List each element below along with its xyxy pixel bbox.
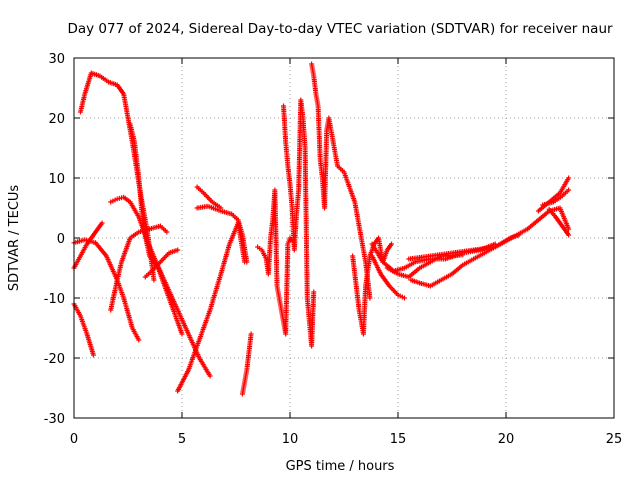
x-tick-label: 25 [606, 432, 623, 447]
axis-ticks [73, 57, 615, 419]
data-point [164, 229, 170, 235]
data-point [99, 220, 105, 226]
series-arc-8 [142, 247, 181, 280]
data-point [311, 289, 317, 295]
series-arc-3 [71, 220, 105, 271]
grid [74, 58, 614, 418]
data-point [566, 226, 572, 232]
series-arc-7 [108, 194, 213, 379]
data-point [566, 175, 572, 181]
data-point [207, 373, 213, 379]
data-point [516, 232, 522, 238]
y-tick-label: 20 [48, 112, 65, 127]
data-point [566, 187, 572, 193]
data-point [389, 241, 395, 247]
data-point [151, 277, 157, 283]
y-tick-label: 10 [48, 172, 65, 187]
y-axis-label: SDTVAR / TECUs [7, 185, 22, 292]
series-arc-20 [546, 206, 572, 238]
data-point [90, 352, 96, 358]
data-point [179, 331, 185, 337]
data-point [244, 259, 250, 265]
series-arc-12 [239, 331, 254, 397]
data-point [401, 295, 407, 301]
data-point [367, 295, 373, 301]
x-tick-label: 20 [498, 432, 515, 447]
data-point [566, 232, 572, 238]
x-axis-label: GPS time / hours [286, 459, 395, 474]
x-axis-tick-labels: 0 5 10 15 20 25 [70, 432, 622, 447]
series-noise-9h [255, 187, 295, 337]
data-points [71, 61, 572, 397]
series-arc-17 [406, 232, 522, 262]
y-axis-tick-labels: -30 -20 -10 0 10 20 30 [44, 52, 65, 427]
series-arc-6 [108, 223, 170, 313]
x-tick-label: 0 [70, 432, 78, 447]
series-arc-5 [71, 301, 96, 358]
data-point [248, 331, 254, 337]
data-point [136, 337, 142, 343]
y-tick-label: -30 [44, 412, 65, 427]
series-noise-11h [309, 61, 373, 301]
y-tick-label: 30 [48, 52, 65, 67]
chart-title: Day 077 of 2024, Sidereal Day-to-day VTE… [67, 21, 613, 37]
series-arc-19 [540, 187, 572, 208]
series-arc-9 [175, 220, 248, 394]
series-arc-11 [194, 203, 250, 265]
y-tick-label: 0 [57, 232, 65, 247]
data-point [175, 247, 181, 253]
y-tick-label: -20 [44, 352, 65, 367]
series-arc-13 [369, 253, 407, 301]
y-tick-label: -10 [44, 292, 65, 307]
series-arc-1 [77, 70, 157, 283]
x-tick-label: 15 [390, 432, 407, 447]
series-arc-10 [194, 184, 224, 211]
x-tick-label: 5 [178, 432, 186, 447]
series-noise-10h [281, 97, 317, 349]
x-tick-label: 10 [282, 432, 299, 447]
